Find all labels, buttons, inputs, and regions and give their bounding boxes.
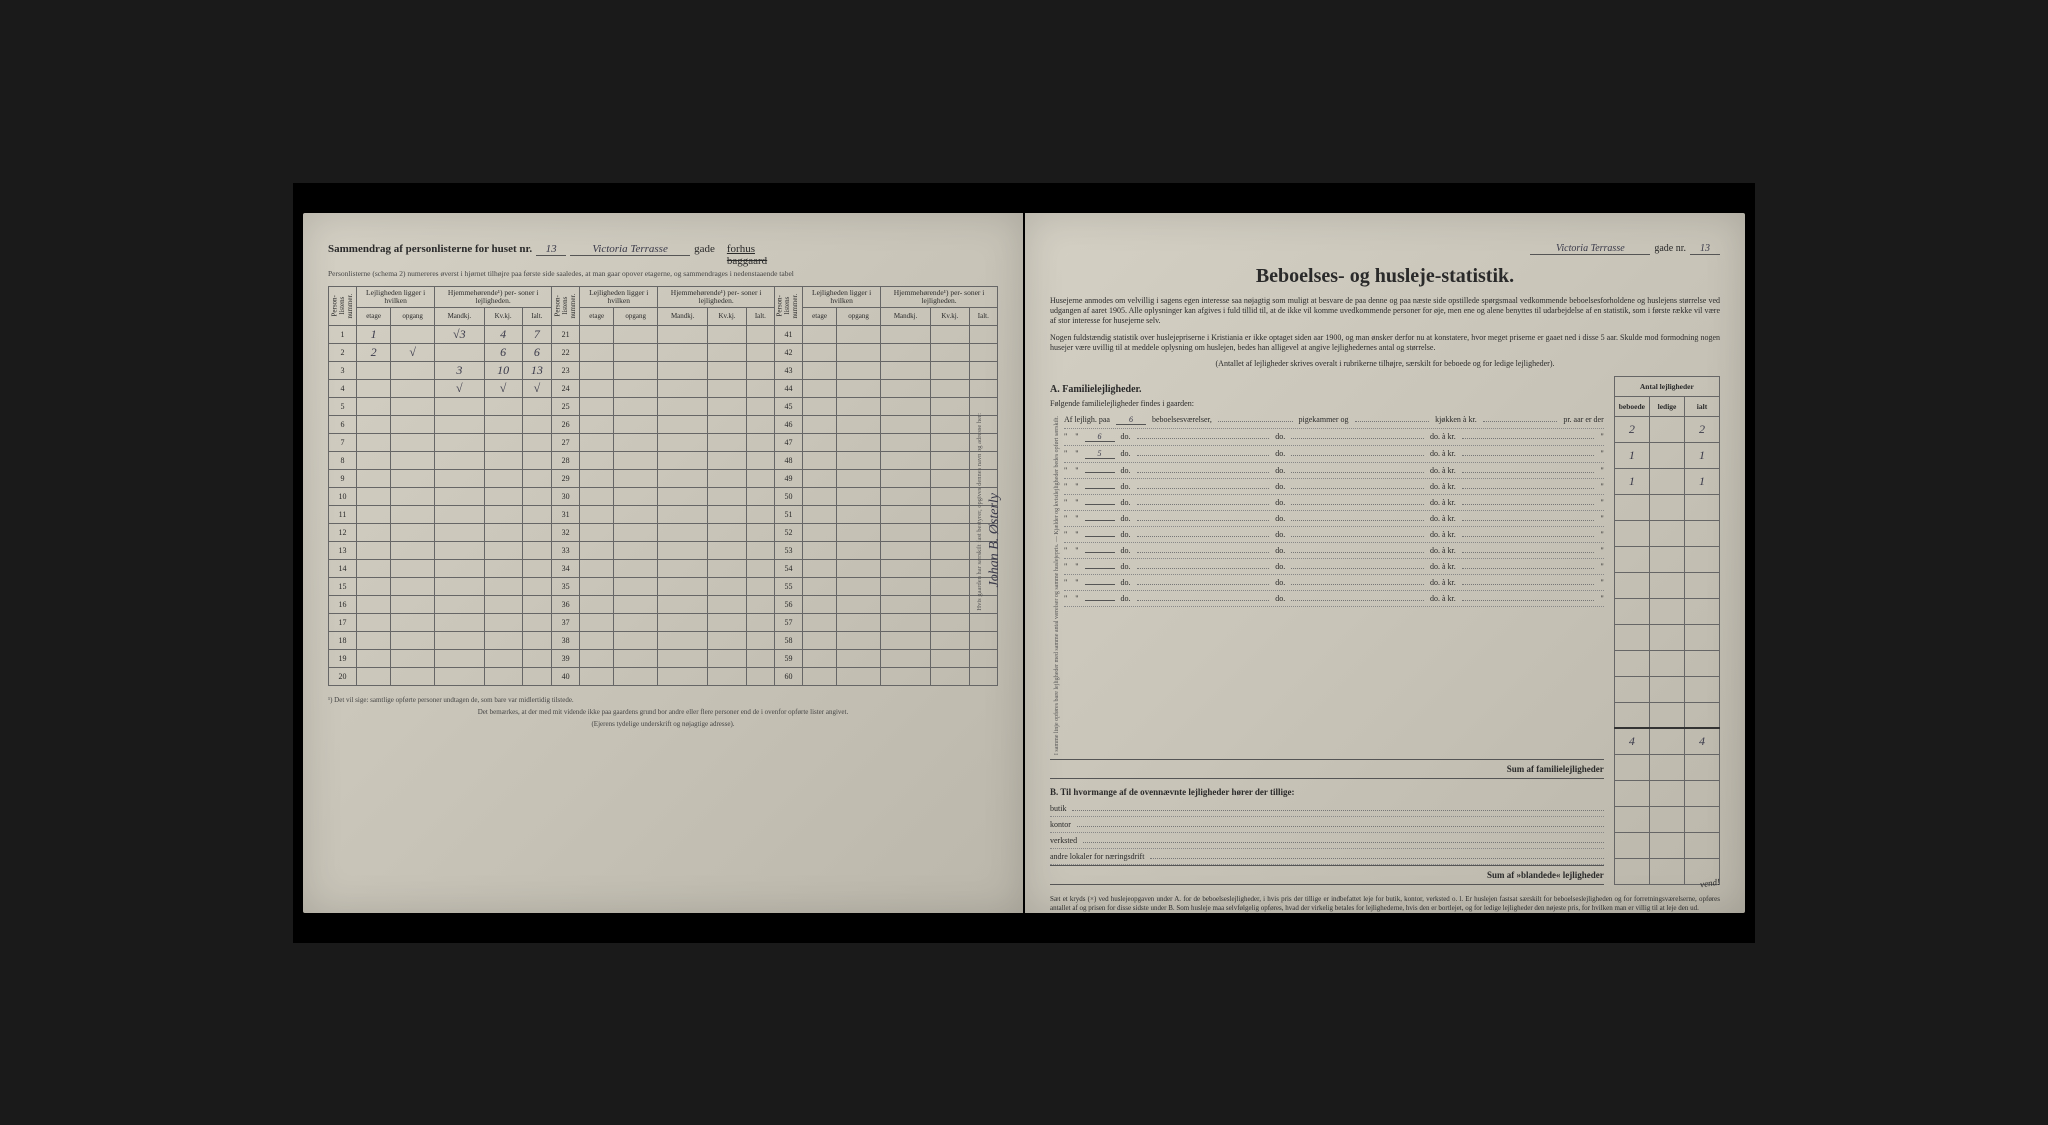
col-person-nr-3: Person- listens nummer.	[774, 286, 802, 326]
form-row: Af lejligh. paa6beboelsesværelser,pigeka…	[1064, 412, 1604, 429]
page-title: Beboelses- og husleje-statistik.	[1050, 265, 1720, 288]
b-item: kontor	[1050, 817, 1604, 833]
table-row	[1614, 807, 1719, 833]
form-row: " "do.do.do. à kr."	[1064, 463, 1604, 479]
section-a-label: A. Familielejligheder.	[1050, 384, 1604, 395]
right-gade-label: gade nr.	[1654, 243, 1686, 254]
form-row: " "do.do.do. à kr."	[1064, 479, 1604, 495]
table-row: 3310132343	[329, 362, 998, 380]
table-row: 52545	[329, 398, 998, 416]
footer-text: Sæt et kryds (×) ved huslejeopgaven unde…	[1050, 895, 1720, 913]
b-item: butik	[1050, 801, 1604, 817]
table-row	[1614, 832, 1719, 858]
table-row: 173757	[329, 614, 998, 632]
table-row	[1614, 781, 1719, 807]
right-street: Victoria Terrasse	[1530, 243, 1650, 255]
document-spread: Sammendrag af personlisterne for huset n…	[293, 183, 1755, 943]
body-3: (Antallet af lejligheder skrives overalt…	[1050, 359, 1720, 369]
table-row: 123252	[329, 524, 998, 542]
table-row: 92949	[329, 470, 998, 488]
table-row: 72747	[329, 434, 998, 452]
sum-b: Sum af »blandede« lejligheder	[1050, 865, 1604, 885]
table-row: 11√3472141	[329, 326, 998, 344]
rt-header: Antal lejligheder	[1614, 376, 1719, 396]
signature: Johan B. Østerly	[987, 493, 1003, 587]
table-row: 113151	[329, 506, 998, 524]
body-2: Nogen fuldstændig statistik over husleje…	[1050, 333, 1720, 354]
footnotes: ¹) Det vil sige: samtlige opførte person…	[328, 696, 998, 728]
vend-label: vend!	[1699, 876, 1720, 889]
lejligheder-table: Antal lejligheder beboede ledige ialt 22…	[1614, 376, 1720, 885]
sub-note: Personlisterne (schema 2) numereres øver…	[328, 269, 998, 278]
col-hjemme: Hjemmehørende¹) per- soner i lejligheden…	[435, 286, 552, 308]
table-row: 11	[1614, 468, 1719, 494]
bestyrer-note: Hvis gaarden har særskilt fast bestyrer,…	[976, 413, 983, 611]
house-number: 13	[536, 243, 566, 256]
form-row: " "do.do.do. à kr."	[1064, 495, 1604, 511]
section-a-sub: Følgende familielejligheder findes i gaa…	[1050, 399, 1604, 408]
form-side-note: I samme linje opføres bare lejligheder m…	[1050, 412, 1064, 759]
header-prefix: Sammendrag af personlisterne for huset n…	[328, 243, 532, 255]
sum-row: 44	[1614, 728, 1719, 755]
table-row: 143454	[329, 560, 998, 578]
table-row: 62646	[329, 416, 998, 434]
table-row	[1614, 520, 1719, 546]
table-row	[1614, 755, 1719, 781]
footnote-2: Det bemærkes, at der med mit vidende ikk…	[328, 708, 998, 716]
table-row: 82848	[329, 452, 998, 470]
body-1: Husejerne anmodes om velvillig i sagens …	[1050, 296, 1720, 327]
table-row: 4√√√2444	[329, 380, 998, 398]
right-header: Victoria Terrasse gade nr. 13	[1050, 243, 1720, 255]
col-person-nr: Person- listens nummer.	[329, 286, 357, 326]
footnote-1: ¹) Det vil sige: samtlige opførte person…	[328, 696, 998, 704]
table-row	[1614, 650, 1719, 676]
table-row: 163656	[329, 596, 998, 614]
left-page: Sammendrag af personlisterne for huset n…	[303, 213, 1023, 913]
right-page: Victoria Terrasse gade nr. 13 Beboelses-…	[1025, 213, 1745, 913]
b-item: andre lokaler for næringsdrift	[1050, 849, 1604, 865]
table-row: 204060	[329, 668, 998, 686]
table-row: 22√662242	[329, 344, 998, 362]
table-row: 153555	[329, 578, 998, 596]
table-row: 183858	[329, 632, 998, 650]
section-b-label: B. Til hvormange af de ovennævnte lejlig…	[1050, 787, 1604, 797]
table-row	[1614, 702, 1719, 728]
form-area: A. Familielejligheder. Følgende familiel…	[1050, 376, 1604, 885]
b-item: verksted	[1050, 833, 1604, 849]
form-row: " "do.do.do. à kr."	[1064, 591, 1604, 607]
sum-a: Sum af familielejligheder	[1050, 759, 1604, 779]
table-row: 22	[1614, 416, 1719, 442]
forhus-label: forhus	[727, 243, 755, 255]
col-person-nr-2: Person- listens nummer.	[552, 286, 580, 326]
table-row	[1614, 494, 1719, 520]
table-row: 11	[1614, 442, 1719, 468]
table-row	[1614, 572, 1719, 598]
table-row	[1614, 546, 1719, 572]
form-row: " "do.do.do. à kr."	[1064, 559, 1604, 575]
table-row: 193959	[329, 650, 998, 668]
person-table: Person- listens nummer. Lejligheden ligg…	[328, 286, 998, 687]
col-lejlighed: Lejligheden ligger i hvilken	[357, 286, 435, 308]
form-row: " "6do.do.do. à kr."	[1064, 429, 1604, 446]
form-row: " "5do.do.do. à kr."	[1064, 446, 1604, 463]
table-row	[1614, 676, 1719, 702]
right-house-nr: 13	[1690, 243, 1720, 255]
table-row	[1614, 624, 1719, 650]
left-header: Sammendrag af personlisterne for huset n…	[328, 243, 998, 267]
table-row: 133353	[329, 542, 998, 560]
street-name: Victoria Terrasse	[570, 243, 690, 256]
table-row	[1614, 598, 1719, 624]
form-row: " "do.do.do. à kr."	[1064, 527, 1604, 543]
footnote-3: (Ejerens tydelige underskrift og nøjagti…	[328, 720, 998, 728]
form-row: " "do.do.do. à kr."	[1064, 543, 1604, 559]
baggaard-strike: baggaard	[727, 255, 767, 267]
gade-label: gade	[694, 243, 715, 255]
form-row: " "do.do.do. à kr."	[1064, 575, 1604, 591]
table-row: 103050	[329, 488, 998, 506]
form-row: " "do.do.do. à kr."	[1064, 511, 1604, 527]
